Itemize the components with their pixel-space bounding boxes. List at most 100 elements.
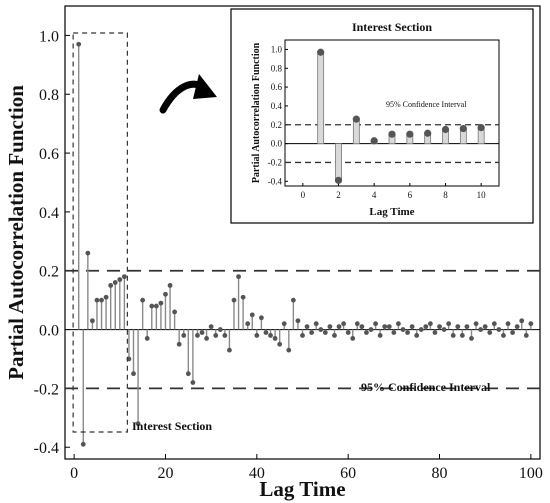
stem-marker [268,333,273,338]
x-tick-label: 0 [70,465,78,482]
stem-marker [396,321,401,327]
y-tick-label: 0.6 [39,146,59,163]
y-tick-label: -0.2 [34,381,59,398]
stem-marker [523,333,529,338]
stem-marker [163,291,168,297]
stem-marker [391,330,397,335]
stem-marker [153,303,159,309]
stem-marker [322,330,328,335]
stem-marker [176,341,182,347]
stem-marker [277,341,283,347]
stem-marker [231,297,237,303]
stem-marker [99,297,104,303]
stem-marker [117,277,123,282]
stem-marker [386,324,392,330]
x-axis-label: Lag Time [259,477,345,501]
x-tick-label: 40 [249,465,265,482]
stem-marker [94,297,100,303]
inset-x-tick-label: 4 [372,190,377,200]
stem-marker [350,335,356,341]
stem-marker [240,294,246,300]
stem-marker [121,274,127,280]
stem-marker [195,333,200,338]
y-tick-label: -0.4 [34,440,59,457]
stem-marker [131,371,136,377]
y-axis-label: Partial Autocorrelation Function [4,85,28,380]
stem-marker [140,297,146,303]
main-decorations: Interest Section 95% Confidence Interval L… [4,32,491,501]
stem-marker [80,441,86,447]
stem-marker [405,330,410,335]
inset-marker [441,125,450,134]
stem-marker [286,347,292,353]
stem-marker [318,327,324,332]
inset-x-tick-label: 8 [443,190,448,200]
inset-y-tick-label: -0.4 [268,176,283,186]
stem-marker [204,335,209,341]
stem-marker [354,321,360,327]
stem-marker [437,324,442,330]
stem-marker [263,330,269,335]
y-tick-label: 0.4 [39,205,59,222]
stem-marker [281,321,287,327]
y-tick-label: 1.0 [39,28,59,45]
inset-bar [335,143,342,181]
stem-marker [505,321,511,327]
stem-marker [76,41,82,47]
stem-marker [418,327,424,332]
stem-marker [528,321,534,327]
stem-marker [222,333,228,338]
stem-marker [190,380,196,385]
stem-marker [149,303,155,309]
inset-x-tick-label: 10 [477,190,487,200]
inset-bar [352,118,360,145]
y-tick-label: 0.2 [39,264,59,281]
stem-marker [236,274,241,280]
main-chart: -0.4-0.20.00.20.40.60.81.00 20 40 60 80 100 [34,5,543,482]
inset-marker [477,124,485,132]
inset-marker [317,48,325,56]
inset-bar [317,51,325,145]
inset-x-tick-label: 2 [336,190,341,200]
stem-marker [459,333,465,338]
inset-y-tick-label: 0.2 [271,120,282,130]
inset-marker [370,137,378,145]
stem-marker [181,333,187,338]
stem-marker [217,327,223,332]
inset-y-axis-label: Partial Autocorrelation Function [251,42,262,183]
inset-x-tick-label: 6 [408,190,413,200]
stem-marker [112,280,118,285]
stem-marker [359,324,365,330]
stem-marker [185,371,191,377]
stem-marker [313,321,319,327]
stem-marker [364,330,369,335]
stem-marker [510,330,515,335]
stem-marker [304,324,310,330]
inset-x-axis-label: Lag Time [369,206,414,218]
x-tick-label: 20 [157,465,173,482]
stem-marker [213,333,219,338]
stem-marker [478,327,484,332]
x-tick-label: 60 [340,465,356,482]
inset-y-tick-label: 0.0 [271,139,283,149]
inset-title: Interest Section [352,20,432,34]
stem-marker [373,321,378,327]
stem-marker [469,335,474,341]
stem-marker [245,321,251,327]
stem-marker [487,330,493,335]
stem-marker [464,324,470,330]
stem-marker [427,321,433,327]
stem-marker [309,330,315,335]
stem-marker [473,321,479,327]
stem-marker [455,324,461,330]
plot-frame [64,5,541,460]
ci-label: 95% Confidence Interval [361,380,491,394]
stem-marker [290,297,296,303]
y-tick-label: 0.0 [39,323,59,340]
x-tick-label: 80 [432,465,448,482]
stem-marker [272,335,278,341]
stem-marker [446,321,452,327]
stem-marker [135,421,141,427]
stem-marker [501,333,506,338]
stem-marker [90,318,95,324]
